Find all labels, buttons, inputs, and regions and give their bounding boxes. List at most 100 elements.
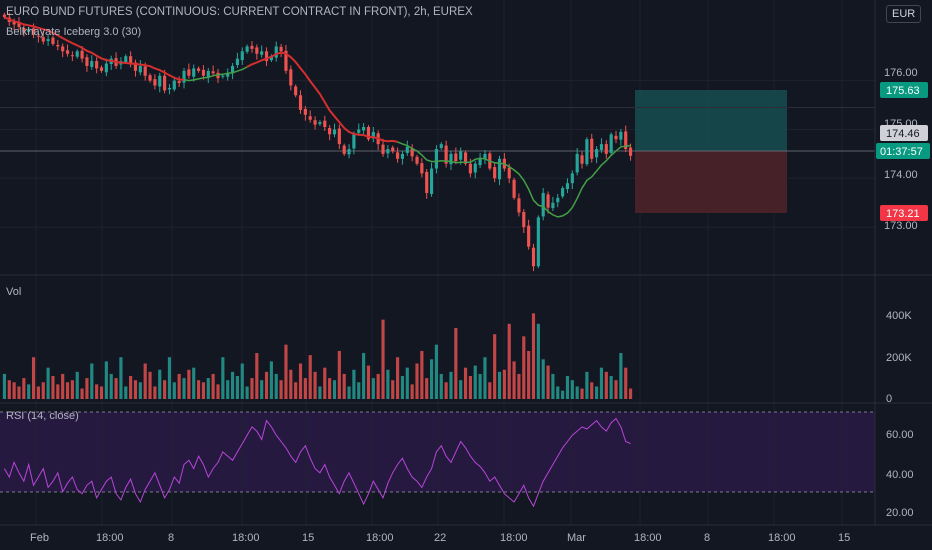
candle-body[interactable] [546, 194, 550, 208]
rsi-pane-label[interactable]: RSI (14, close) [6, 410, 79, 422]
volume-bar[interactable] [206, 378, 210, 399]
candle-body[interactable] [391, 147, 395, 152]
candle-body[interactable] [104, 63, 108, 73]
candle-body[interactable] [429, 168, 434, 194]
candle-body[interactable] [90, 61, 94, 67]
candle-body[interactable] [497, 158, 502, 180]
volume-bar[interactable] [235, 376, 239, 399]
volume-bar[interactable] [599, 367, 604, 399]
volume-bar[interactable] [313, 371, 317, 399]
volume-bar[interactable] [522, 336, 526, 399]
candle-body[interactable] [99, 67, 104, 71]
volume-bar[interactable] [138, 382, 142, 399]
volume-bar[interactable] [352, 369, 356, 399]
volume-bar[interactable] [167, 357, 172, 399]
volume-bar[interactable] [357, 382, 361, 399]
candle-body[interactable] [347, 149, 351, 155]
volume-bar[interactable] [410, 384, 414, 399]
volume-bar[interactable] [347, 386, 351, 399]
volume-bar[interactable] [405, 367, 409, 399]
price-axis[interactable]: 176.00 175.00 174.00 173.00 [884, 67, 918, 232]
candle-body[interactable] [328, 127, 332, 135]
volume-bar[interactable] [391, 380, 395, 399]
volume-bar[interactable] [502, 369, 506, 399]
candle-body[interactable] [405, 146, 409, 153]
volume-bar[interactable] [396, 357, 400, 399]
candle-body[interactable] [129, 56, 133, 64]
candle-body[interactable] [318, 122, 322, 125]
volume-bar[interactable] [429, 359, 434, 399]
candle-body[interactable] [381, 144, 385, 154]
candle-body[interactable] [454, 153, 458, 162]
volume-bar[interactable] [527, 350, 531, 399]
volume-bar[interactable] [488, 382, 492, 399]
candle-body[interactable] [65, 50, 70, 54]
volume-bar[interactable] [420, 350, 424, 399]
candle-body[interactable] [439, 144, 443, 149]
candle-body[interactable] [580, 155, 584, 164]
candle-body[interactable] [177, 81, 181, 84]
candle-body[interactable] [226, 73, 230, 77]
volume-bar[interactable] [129, 376, 133, 399]
volume-bar[interactable] [187, 369, 191, 399]
candle-body[interactable] [201, 69, 206, 76]
candle-body[interactable] [556, 197, 560, 203]
volume-bar[interactable] [70, 380, 74, 399]
candle-body[interactable] [148, 75, 152, 81]
candle-body[interactable] [599, 144, 604, 150]
candle-body[interactable] [332, 129, 337, 135]
candle-body[interactable] [70, 55, 74, 57]
volume-bar[interactable] [493, 334, 497, 399]
candle-body[interactable] [27, 29, 31, 32]
volume-bar[interactable] [7, 380, 11, 399]
volume-bar[interactable] [250, 378, 254, 399]
volume-bar[interactable] [624, 367, 628, 399]
candle-body[interactable] [561, 188, 565, 197]
volume-bar[interactable] [366, 365, 371, 399]
volume-bar[interactable] [221, 357, 225, 399]
candle-body[interactable] [284, 50, 288, 71]
candle-body[interactable] [172, 80, 176, 90]
volume-bar[interactable] [454, 327, 458, 399]
candle-body[interactable] [260, 51, 264, 55]
candle-body[interactable] [507, 167, 511, 179]
volume-bar[interactable] [585, 371, 589, 399]
volume-bar[interactable] [216, 384, 220, 399]
volume-bar[interactable] [109, 373, 113, 399]
candle-body[interactable] [628, 147, 633, 156]
volume-bar[interactable] [90, 363, 94, 399]
candle-body[interactable] [468, 163, 472, 174]
volume-bar[interactable] [255, 353, 259, 399]
candle-body[interactable] [279, 46, 283, 52]
volume-bar[interactable] [439, 373, 443, 399]
candle-body[interactable] [609, 134, 613, 153]
volume-bar[interactable] [473, 365, 477, 399]
candle-body[interactable] [192, 68, 196, 77]
volume-bar[interactable] [303, 378, 307, 399]
volume-bar[interactable] [507, 323, 511, 399]
volume-bar[interactable] [512, 361, 516, 399]
time-axis[interactable]: Feb 18:00 8 18:00 15 18:00 22 18:00 Mar … [30, 532, 850, 544]
volume-bar[interactable] [163, 380, 167, 399]
candle-body[interactable] [522, 212, 526, 228]
volume-bar[interactable] [27, 384, 31, 399]
candle-body[interactable] [31, 28, 36, 35]
volume-bar[interactable] [483, 357, 487, 399]
candle-body[interactable] [463, 152, 468, 164]
candle-body[interactable] [434, 149, 438, 169]
candle-body[interactable] [235, 58, 239, 65]
volume-bar[interactable] [298, 363, 303, 399]
volume-bar[interactable] [230, 371, 235, 399]
volume-bar[interactable] [172, 382, 176, 399]
candle-body[interactable] [187, 69, 191, 76]
candle-body[interactable] [425, 171, 429, 193]
volume-bar[interactable] [119, 357, 123, 399]
candle-body[interactable] [61, 46, 65, 52]
candle-body[interactable] [22, 27, 26, 32]
volume-bar[interactable] [561, 390, 565, 399]
candle-body[interactable] [595, 149, 599, 158]
volume-bar[interactable] [478, 373, 482, 399]
candle-body[interactable] [303, 108, 307, 115]
volume-bar[interactable] [99, 386, 104, 399]
candle-body[interactable] [158, 75, 162, 87]
